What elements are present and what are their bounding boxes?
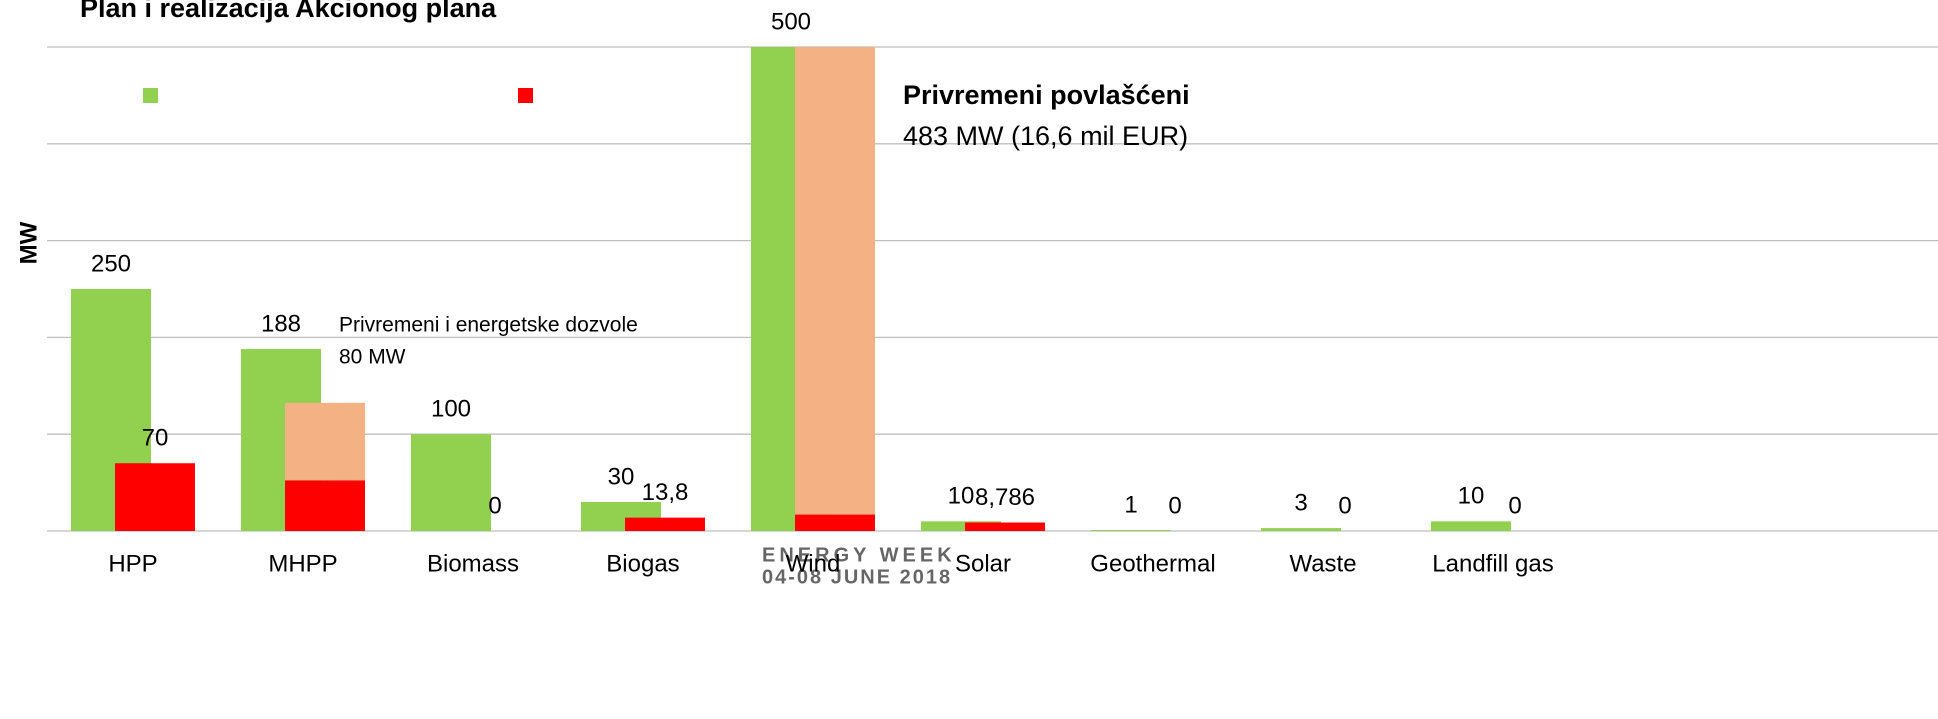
bar [115, 463, 195, 531]
chart: Plan i realizacija Akcionog plana MW ENE… [0, 0, 1938, 719]
value-label: 0 [1338, 492, 1351, 519]
bar [285, 480, 365, 531]
value-label: 0 [488, 492, 501, 519]
bar [411, 434, 491, 531]
annotation: 80 MW [339, 346, 406, 369]
x-tick-label: Biomass [427, 550, 519, 577]
x-tick-label: Biogas [606, 550, 679, 577]
bar [1261, 528, 1341, 531]
value-label: 3 [1294, 489, 1307, 516]
bar [965, 522, 1045, 531]
legend-marker [143, 88, 158, 103]
x-tick-label: MHPP [268, 550, 337, 577]
x-tick-label: Solar [955, 550, 1011, 577]
value-label: 10 [1458, 483, 1485, 510]
value-label: 30 [608, 463, 635, 490]
value-label: 100 [431, 396, 471, 423]
value-label: 13,8 [642, 479, 689, 506]
bar [1431, 521, 1511, 531]
x-tick-label: Waste [1289, 550, 1356, 577]
x-tick-label: HPP [108, 550, 157, 577]
x-tick-label: Wind [786, 550, 841, 577]
value-label: 8,786 [975, 484, 1035, 511]
chart-title: Plan i realizacija Akcionog plana [80, 0, 497, 23]
value-label: 0 [1168, 492, 1181, 519]
bar [795, 47, 875, 515]
annotation: Privremeni povlašćeni [903, 80, 1190, 110]
value-label: 70 [142, 425, 169, 452]
value-label: 500 [771, 8, 811, 35]
x-tick-label: Geothermal [1090, 550, 1215, 577]
annotation: Privremeni i energetske dozvole [339, 314, 638, 337]
bar [795, 515, 875, 531]
value-label: 10 [948, 483, 975, 510]
value-label: 188 [261, 310, 301, 337]
value-label: 1 [1124, 491, 1137, 518]
value-label: 250 [91, 250, 131, 277]
value-label: 0 [1508, 492, 1521, 519]
bar [625, 518, 705, 531]
legend-marker [518, 88, 533, 103]
bar [285, 403, 365, 480]
y-axis-label: MW [15, 221, 42, 264]
bar [1091, 530, 1171, 531]
x-tick-label: Landfill gas [1432, 550, 1553, 577]
annotation: 483 MW (16,6 mil EUR) [903, 121, 1188, 151]
